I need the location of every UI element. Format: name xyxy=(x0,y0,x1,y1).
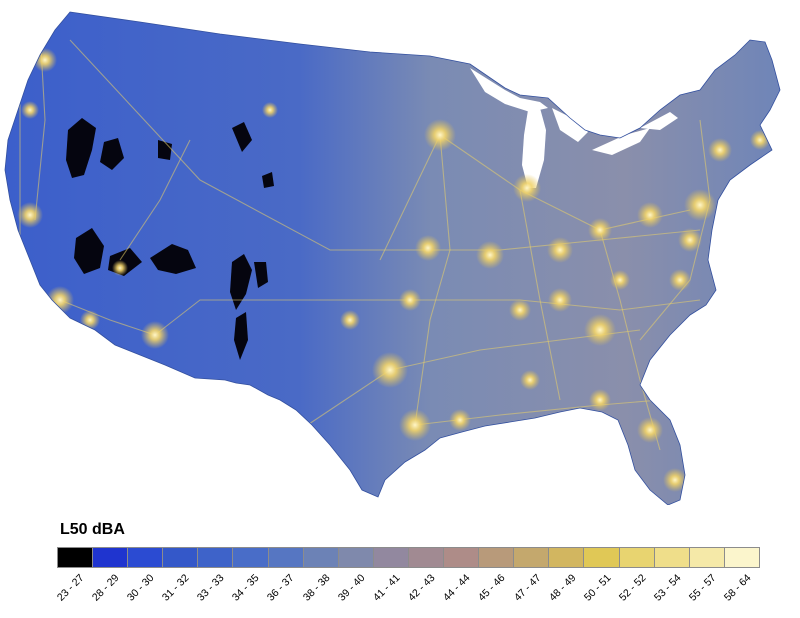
legend-tick-label: 58 - 64 xyxy=(722,572,754,604)
us-outline xyxy=(4,11,781,505)
great-lakes xyxy=(470,68,678,188)
legend-swatch xyxy=(93,548,129,567)
city-glows xyxy=(17,48,770,492)
legend-swatch xyxy=(724,548,759,567)
legend-tick-label: 52 - 52 xyxy=(616,572,649,604)
legend-tick-labels: 23 - 27 28 - 29 30 - 30 31 - 32 33 - 33 34 - … xyxy=(54,572,760,618)
legend-swatch xyxy=(268,548,304,567)
legend-tick-label: 38 - 38 xyxy=(300,572,333,604)
legend-color-bar xyxy=(57,547,760,568)
legend-tick-label: 30 - 30 xyxy=(124,572,157,604)
legend-tick-label: 53 - 54 xyxy=(652,572,684,604)
legend-tick-label: 42 - 43 xyxy=(405,572,438,604)
legend-tick-label: 41 - 41 xyxy=(370,572,403,604)
legend-swatch xyxy=(654,548,690,567)
legend-swatch xyxy=(514,548,550,567)
legend-tick-label: 36 - 37 xyxy=(265,572,297,604)
legend-swatch xyxy=(128,548,164,567)
legend-swatch xyxy=(479,548,515,567)
legend-tick-label: 39 - 40 xyxy=(335,572,368,604)
noise-map xyxy=(4,11,781,505)
legend-tick-label: 47 - 47 xyxy=(511,572,544,604)
legend-swatch xyxy=(689,548,725,567)
legend-tick-label: 31 - 32 xyxy=(159,572,192,604)
legend-swatch xyxy=(549,548,585,567)
legend-tick-label: 50 - 51 xyxy=(581,572,614,604)
legend-swatch xyxy=(198,548,234,567)
us-map-svg xyxy=(4,11,781,505)
land-fill xyxy=(5,12,780,505)
legend-tick-label: 23 - 27 xyxy=(54,572,87,604)
legend-swatch xyxy=(58,548,94,567)
legend-tick-label: 44 - 44 xyxy=(441,572,473,604)
legend-swatch xyxy=(233,548,269,567)
legend-tick-label: 48 - 49 xyxy=(546,572,579,604)
legend-swatch xyxy=(619,548,655,567)
legend-swatch xyxy=(338,548,374,567)
legend-swatch xyxy=(584,548,620,567)
legend-swatch xyxy=(163,548,199,567)
legend-tick-label: 45 - 46 xyxy=(476,572,508,604)
legend-swatch xyxy=(373,548,409,567)
legend-swatch xyxy=(444,548,480,567)
legend-swatch xyxy=(303,548,339,567)
legend-swatch xyxy=(408,548,445,567)
legend-tick-label: 34 - 35 xyxy=(230,572,262,604)
legend-tick-label: 28 - 29 xyxy=(89,572,122,604)
legend-title: L50 dBA xyxy=(60,521,125,538)
legend-tick-label: 33 - 33 xyxy=(195,572,227,604)
legend-tick-label: 55 - 57 xyxy=(687,572,719,604)
